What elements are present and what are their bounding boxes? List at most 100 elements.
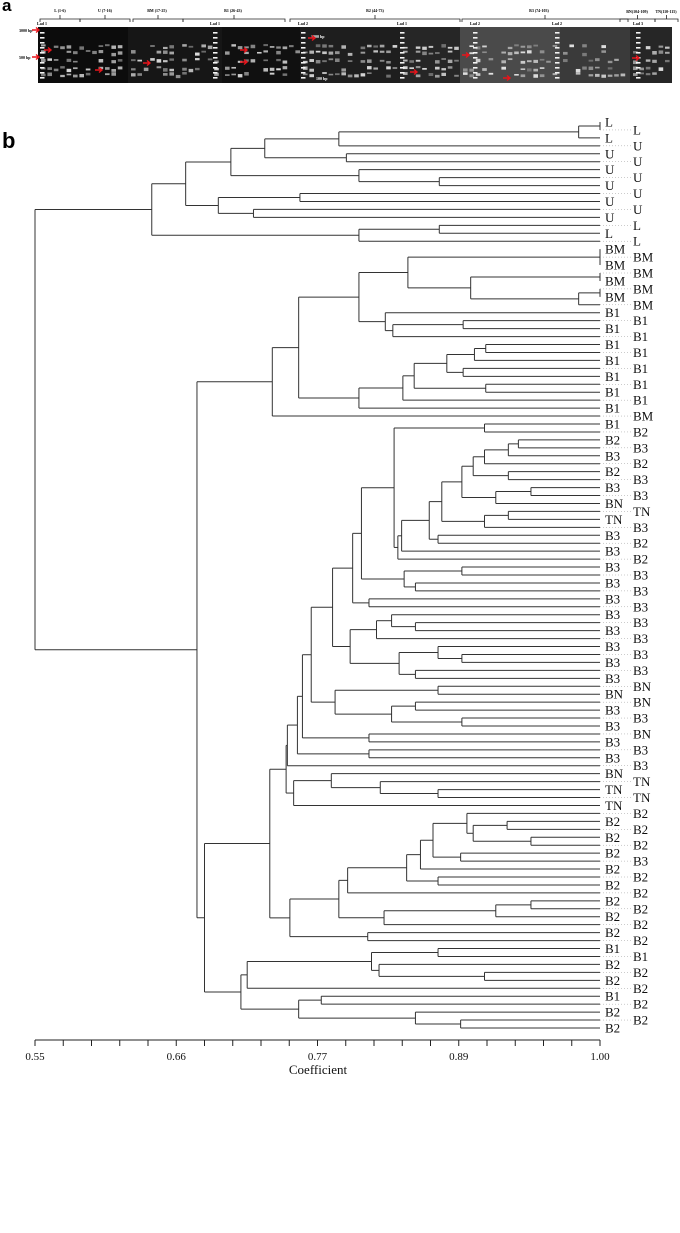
ladder-band [40,72,45,74]
gel-band [533,44,538,47]
gel-band [403,46,408,49]
leaf-label: B3 [605,591,620,606]
gel-band [214,72,219,76]
leaf-label: B1 [605,989,620,1004]
gel-band [360,46,366,50]
ladder-band [40,57,45,59]
leaf-label: L [633,234,641,249]
gel-band [469,74,474,78]
ladder-band [400,77,405,79]
gel-band [244,51,249,55]
ladder-band [40,47,45,49]
leaf-label: L [605,115,613,130]
gel-band [469,45,474,48]
ladder-band [40,77,45,79]
leaf-label: B2 [633,456,648,471]
ladder-band [636,77,641,79]
gel-band [309,59,314,62]
tick-label: 0.55 [25,1051,45,1063]
ladder-label: Lad 2 [298,21,308,26]
gel-band [507,46,513,50]
gel-band [415,59,421,62]
gel-band [373,67,378,70]
gel-band [475,58,481,63]
gel-band [322,72,327,75]
group-bracket [79,15,131,22]
gel-band [60,46,65,50]
gel-band [539,50,545,54]
tick-label: 0.77 [308,1051,328,1063]
gel-band [454,59,459,62]
ladder-band [555,32,560,34]
leaf-label: B1 [605,941,620,956]
red-arrow-icon [95,66,104,74]
gel-band [482,45,487,48]
ladder-band [40,32,45,34]
gel-band [182,72,187,75]
leaf-label: BM [605,289,626,304]
ladder-band [40,67,45,69]
ladder-band [213,52,218,54]
gel-band [111,45,116,49]
leaf-label: BM [633,281,654,296]
leaf-label: B3 [605,448,620,463]
gel-band [201,50,206,53]
marker-label-1000bp: 1000 bp [311,34,325,39]
ladder-label: Lad 3 [633,21,643,26]
gel-band [195,52,200,56]
leaf-label: TN [633,504,651,519]
leaf-label: B3 [605,734,620,749]
gel-band [231,73,236,76]
gel-band [73,51,78,55]
leaf-label: B2 [633,552,648,567]
gel-band [309,74,314,78]
gel-band [422,51,427,56]
gel-band [501,60,506,64]
leaf-label: B3 [633,520,648,535]
leaf-label: B2 [605,893,620,908]
leaf-label: U [605,162,615,177]
gel-band [441,72,446,77]
ladder-band [555,57,560,59]
gel-band [53,68,59,72]
gel-band [386,50,391,54]
tick-label: 0.66 [167,1051,187,1063]
gel-band [633,60,638,65]
gel-band [98,45,104,48]
gel-band [533,74,538,78]
leaf-label: TN [633,790,651,805]
ladder-band [40,62,45,64]
leaf-label: B2 [633,901,648,916]
leaf-label: BM [633,266,654,281]
red-arrow-icon [503,74,512,82]
marker-label-top: 3000 bp [19,28,33,33]
gel-band [403,66,408,70]
gel-band [514,51,519,55]
ladder-band [301,52,306,54]
leaf-label: B3 [633,742,648,757]
gel-band [563,51,568,55]
gel-band [639,67,644,71]
gel-band [520,45,526,48]
gel-band [633,73,638,76]
gel-band [347,74,353,78]
ladder-band [636,62,641,64]
leaf-label: BN [605,766,624,781]
gel-band [79,73,84,78]
ladder-band [636,72,641,74]
gel-band [652,72,657,75]
gel-band [595,58,600,62]
leaf-label: B3 [605,671,620,686]
gel-band [447,46,453,49]
ladder-band [40,37,45,39]
ladder-band [301,67,306,69]
gel-band [47,72,52,77]
leaf-label: U [633,170,643,185]
gel-section [128,27,222,83]
leaf-label: BN [605,687,624,702]
gel-band [507,52,513,56]
gel-band [527,45,532,49]
leaf-label: B2 [633,933,648,948]
group-bracket [182,15,286,22]
